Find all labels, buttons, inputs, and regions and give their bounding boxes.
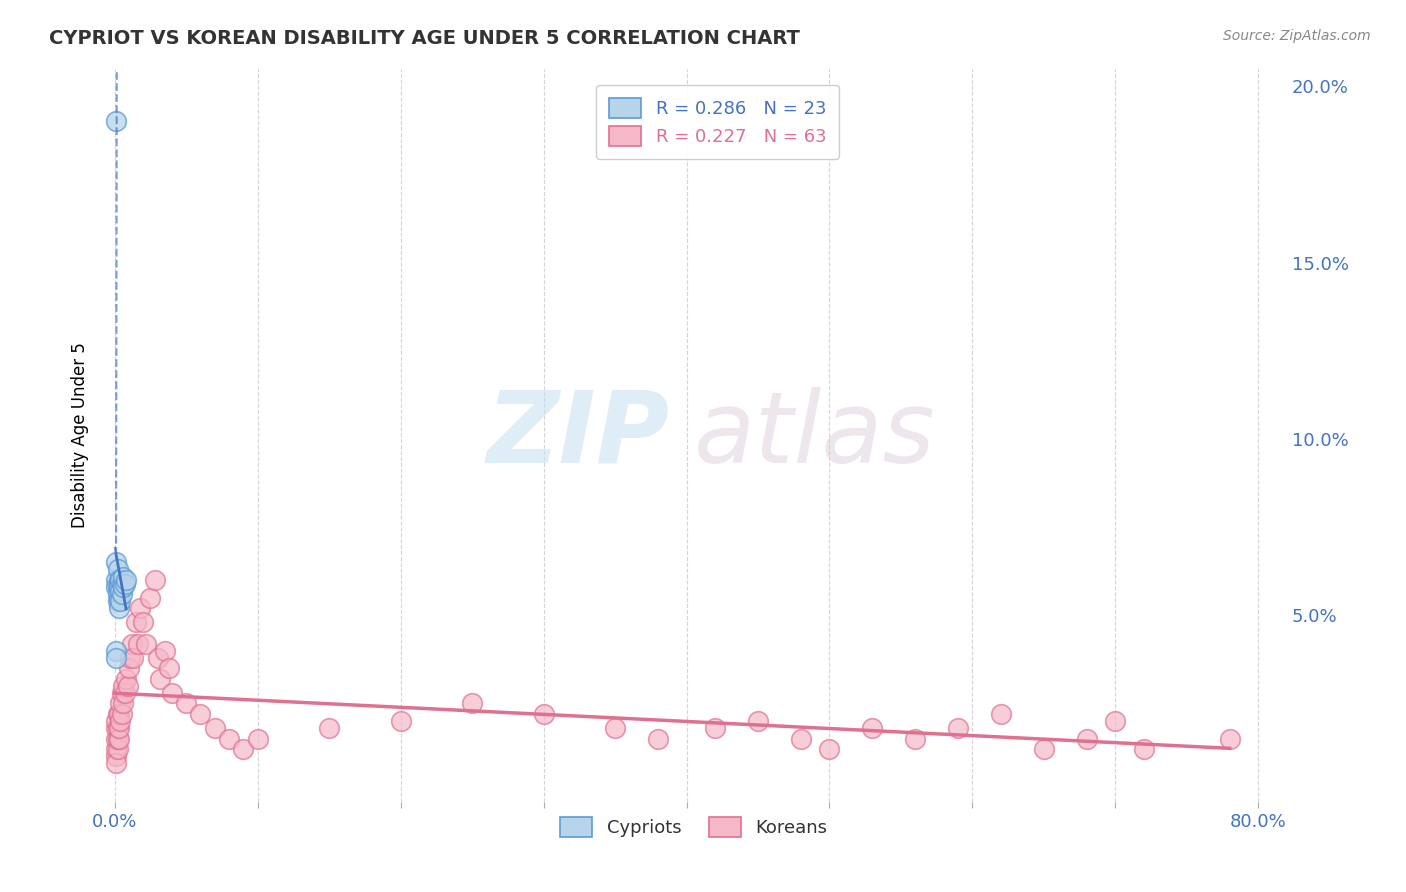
Point — [105, 580, 128, 594]
Point — [108, 573, 131, 587]
Point — [139, 591, 162, 605]
Point — [127, 636, 149, 650]
Point — [111, 707, 134, 722]
Point — [105, 749, 128, 764]
Point — [704, 721, 727, 735]
Point — [105, 650, 128, 665]
Point — [110, 573, 132, 587]
Point — [115, 672, 138, 686]
Point — [107, 562, 129, 576]
Point — [603, 721, 626, 735]
Point — [112, 580, 135, 594]
Point — [125, 615, 148, 630]
Point — [107, 731, 129, 746]
Point — [190, 707, 212, 722]
Point — [112, 697, 135, 711]
Point — [533, 707, 555, 722]
Point — [117, 679, 139, 693]
Point — [149, 672, 172, 686]
Point — [990, 707, 1012, 722]
Point — [105, 555, 128, 569]
Point — [146, 650, 169, 665]
Point — [105, 573, 128, 587]
Point — [160, 686, 183, 700]
Point — [111, 587, 134, 601]
Point — [112, 569, 135, 583]
Point — [107, 721, 129, 735]
Point — [143, 573, 166, 587]
Point — [105, 742, 128, 756]
Point — [904, 731, 927, 746]
Point — [107, 580, 129, 594]
Legend: Cypriots, Koreans: Cypriots, Koreans — [553, 809, 835, 845]
Point — [747, 714, 769, 728]
Point — [111, 576, 134, 591]
Point — [108, 580, 131, 594]
Point — [108, 707, 131, 722]
Text: CYPRIOT VS KOREAN DISABILITY AGE UNDER 5 CORRELATION CHART: CYPRIOT VS KOREAN DISABILITY AGE UNDER 5… — [49, 29, 800, 47]
Point — [107, 707, 129, 722]
Point — [790, 731, 813, 746]
Point — [1032, 742, 1054, 756]
Point — [107, 587, 129, 601]
Point — [105, 114, 128, 128]
Point — [112, 679, 135, 693]
Text: Source: ZipAtlas.com: Source: ZipAtlas.com — [1223, 29, 1371, 43]
Point — [232, 742, 254, 756]
Point — [647, 731, 669, 746]
Point — [122, 650, 145, 665]
Point — [118, 661, 141, 675]
Point — [108, 601, 131, 615]
Point — [114, 576, 136, 591]
Point — [129, 601, 152, 615]
Text: atlas: atlas — [693, 387, 935, 483]
Point — [389, 714, 412, 728]
Point — [1133, 742, 1156, 756]
Point — [218, 731, 240, 746]
Point — [111, 686, 134, 700]
Point — [115, 573, 138, 587]
Point — [818, 742, 841, 756]
Point — [153, 643, 176, 657]
Y-axis label: Disability Age Under 5: Disability Age Under 5 — [72, 343, 89, 528]
Point — [105, 731, 128, 746]
Point — [860, 721, 883, 735]
Point — [108, 591, 131, 605]
Point — [105, 714, 128, 728]
Text: ZIP: ZIP — [486, 387, 669, 483]
Point — [105, 756, 128, 771]
Point — [1219, 731, 1241, 746]
Point — [318, 721, 340, 735]
Point — [110, 594, 132, 608]
Point — [1076, 731, 1098, 746]
Point — [461, 697, 484, 711]
Point — [110, 583, 132, 598]
Point — [204, 721, 226, 735]
Point — [105, 721, 128, 735]
Point — [157, 661, 180, 675]
Point — [1104, 714, 1126, 728]
Point — [108, 721, 131, 735]
Point — [110, 714, 132, 728]
Point — [946, 721, 969, 735]
Point — [120, 650, 142, 665]
Point — [108, 731, 131, 746]
Point — [132, 615, 155, 630]
Point — [121, 636, 143, 650]
Point — [135, 636, 157, 650]
Point — [107, 594, 129, 608]
Point — [107, 742, 129, 756]
Point — [174, 697, 197, 711]
Point — [114, 686, 136, 700]
Point — [110, 697, 132, 711]
Point — [246, 731, 269, 746]
Point — [105, 643, 128, 657]
